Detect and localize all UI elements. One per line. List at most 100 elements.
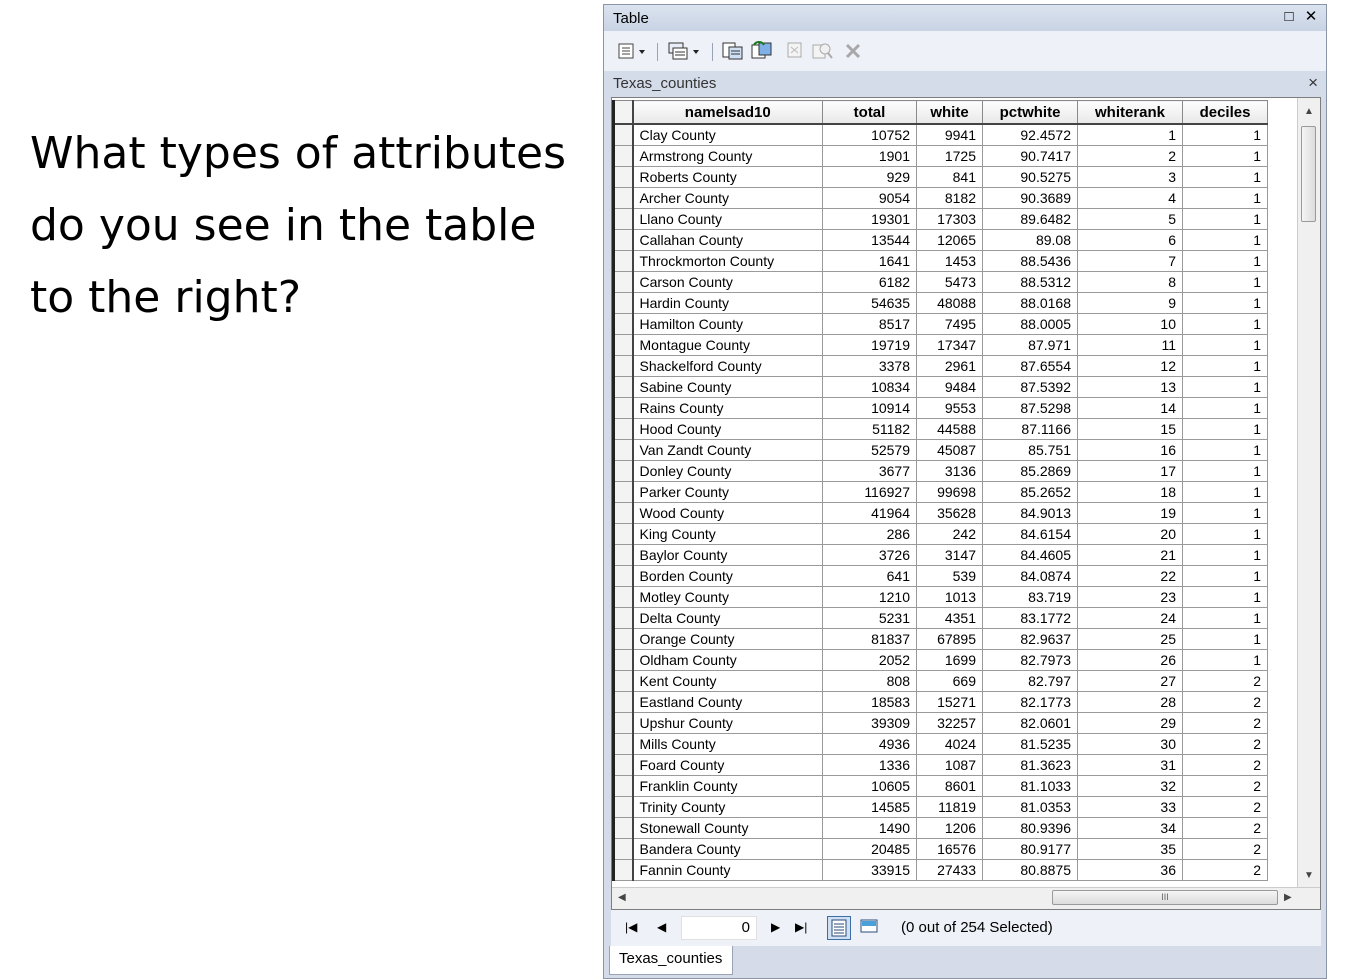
table-cell[interactable]: 87.5298 <box>982 397 1078 419</box>
table-cell[interactable]: Montague County <box>632 334 823 356</box>
table-cell[interactable]: Upshur County <box>632 712 823 734</box>
table-cell[interactable]: Llano County <box>632 208 823 230</box>
table-row[interactable]: Rains County 10914 9553 87.5298 14 1 <box>612 397 1282 419</box>
title-bar[interactable]: Table □ ✕ <box>604 5 1326 31</box>
table-cell[interactable]: 1 <box>1182 628 1268 650</box>
select-by-attributes-icon[interactable] <box>721 41 745 61</box>
table-cell[interactable]: 1 <box>1182 334 1268 356</box>
table-row[interactable]: Carson County 6182 5473 88.5312 8 1 <box>612 271 1282 293</box>
table-cell[interactable]: 1 <box>1182 418 1268 440</box>
table-row[interactable]: Throckmorton County 1641 1453 88.5436 7 1 <box>612 250 1282 272</box>
table-row[interactable]: Parker County 116927 99698 85.2652 18 1 <box>612 481 1282 503</box>
last-record-icon[interactable]: ▶| <box>795 920 808 934</box>
table-cell[interactable]: Delta County <box>632 607 823 629</box>
table-row[interactable]: Hood County 51182 44588 87.1166 15 1 <box>612 418 1282 440</box>
row-selector[interactable] <box>612 544 634 566</box>
table-cell[interactable]: Armstrong County <box>632 145 823 167</box>
table-row[interactable]: Roberts County 929 841 90.5275 3 1 <box>612 166 1282 188</box>
table-cell[interactable]: 48088 <box>916 292 983 314</box>
table-cell[interactable]: 84.4605 <box>982 544 1078 566</box>
table-cell[interactable]: Oldham County <box>632 649 823 671</box>
table-cell[interactable]: 641 <box>822 565 917 587</box>
restore-button[interactable]: □ <box>1284 8 1294 25</box>
table-cell[interactable]: 4936 <box>822 733 917 755</box>
current-record-field[interactable]: 0 <box>681 916 757 940</box>
row-selector[interactable] <box>612 754 634 776</box>
table-cell[interactable]: 90.3689 <box>982 187 1078 209</box>
table-cell[interactable]: Archer County <box>632 187 823 209</box>
table-cell[interactable]: 1 <box>1182 460 1268 482</box>
table-cell[interactable]: 1 <box>1182 544 1268 566</box>
table-cell[interactable]: 88.5436 <box>982 250 1078 272</box>
table-cell[interactable]: 85.2652 <box>982 481 1078 503</box>
table-cell[interactable]: 83.1772 <box>982 607 1078 629</box>
table-cell[interactable]: Hood County <box>632 418 823 440</box>
table-cell[interactable]: 17347 <box>916 334 983 356</box>
row-selector[interactable] <box>612 145 634 167</box>
table-cell[interactable]: 27433 <box>916 859 983 881</box>
table-cell[interactable]: Kent County <box>632 670 823 692</box>
table-cell[interactable]: 82.797 <box>982 670 1078 692</box>
table-row[interactable]: Donley County 3677 3136 85.2869 17 1 <box>612 460 1282 482</box>
table-cell[interactable]: 19301 <box>822 208 917 230</box>
table-cell[interactable]: 1 <box>1182 523 1268 545</box>
table-cell[interactable]: 15271 <box>916 691 983 713</box>
table-row[interactable]: Baylor County 3726 3147 84.4605 21 1 <box>612 544 1282 566</box>
table-cell[interactable]: Throckmorton County <box>632 250 823 272</box>
row-selector[interactable] <box>612 376 634 398</box>
table-cell[interactable]: 1 <box>1182 229 1268 251</box>
table-row[interactable]: Borden County 641 539 84.0874 22 1 <box>612 565 1282 587</box>
table-cell[interactable]: Trinity County <box>632 796 823 818</box>
table-cell[interactable]: 1 <box>1182 313 1268 335</box>
table-cell[interactable]: 2052 <box>822 649 917 671</box>
table-row[interactable]: Trinity County 14585 11819 81.0353 33 2 <box>612 796 1282 818</box>
table-row[interactable]: Orange County 81837 67895 82.9637 25 1 <box>612 628 1282 650</box>
switch-selection-icon[interactable] <box>750 41 774 61</box>
first-record-icon[interactable]: |◀ <box>625 920 638 934</box>
table-cell[interactable]: 2 <box>1182 775 1268 797</box>
table-row[interactable]: King County 286 242 84.6154 20 1 <box>612 523 1282 545</box>
table-cell[interactable]: 17303 <box>916 208 983 230</box>
table-row[interactable]: Franklin County 10605 8601 81.1033 32 2 <box>612 775 1282 797</box>
table-cell[interactable]: 36 <box>1077 859 1183 881</box>
table-cell[interactable]: 89.6482 <box>982 208 1078 230</box>
table-cell[interactable]: Shackelford County <box>632 355 823 377</box>
row-selector[interactable] <box>612 460 634 482</box>
table-cell[interactable]: 90.5275 <box>982 166 1078 188</box>
table-cell[interactable]: 4351 <box>916 607 983 629</box>
table-cell[interactable]: 1 <box>1182 649 1268 671</box>
table-cell[interactable]: 19719 <box>822 334 917 356</box>
table-cell[interactable]: 8517 <box>822 313 917 335</box>
table-cell[interactable]: 88.0005 <box>982 313 1078 335</box>
row-selector[interactable] <box>612 775 634 797</box>
table-cell[interactable]: 1206 <box>916 817 983 839</box>
table-cell[interactable]: 13 <box>1077 376 1183 398</box>
table-cell[interactable]: 2 <box>1182 796 1268 818</box>
table-cell[interactable]: 1210 <box>822 586 917 608</box>
table-cell[interactable]: Stonewall County <box>632 817 823 839</box>
table-cell[interactable]: 82.7973 <box>982 649 1078 671</box>
table-row[interactable]: Callahan County 13544 12065 89.08 6 1 <box>612 229 1282 251</box>
table-cell[interactable]: Borden County <box>632 565 823 587</box>
table-cell[interactable]: 81.1033 <box>982 775 1078 797</box>
table-cell[interactable]: 3 <box>1077 166 1183 188</box>
row-selector[interactable] <box>612 817 634 839</box>
table-cell[interactable]: Van Zandt County <box>632 439 823 461</box>
row-selector[interactable] <box>612 123 634 146</box>
close-tab-icon[interactable]: × <box>1308 73 1318 92</box>
table-cell[interactable]: 116927 <box>822 481 917 503</box>
table-cell[interactable]: 1 <box>1182 565 1268 587</box>
table-row[interactable]: Wood County 41964 35628 84.9013 19 1 <box>612 502 1282 524</box>
table-cell[interactable]: 1699 <box>916 649 983 671</box>
table-row[interactable]: Bandera County 20485 16576 80.9177 35 2 <box>612 838 1282 860</box>
table-cell[interactable]: 5 <box>1077 208 1183 230</box>
table-row[interactable]: Upshur County 39309 32257 82.0601 29 2 <box>612 712 1282 734</box>
column-header[interactable]: white <box>916 100 983 125</box>
table-row[interactable]: Foard County 1336 1087 81.3623 31 2 <box>612 754 1282 776</box>
table-cell[interactable]: Callahan County <box>632 229 823 251</box>
table-cell[interactable]: 22 <box>1077 565 1183 587</box>
table-cell[interactable]: Rains County <box>632 397 823 419</box>
row-selector[interactable] <box>612 481 634 503</box>
row-selector[interactable] <box>612 250 634 272</box>
table-cell[interactable]: 41964 <box>822 502 917 524</box>
